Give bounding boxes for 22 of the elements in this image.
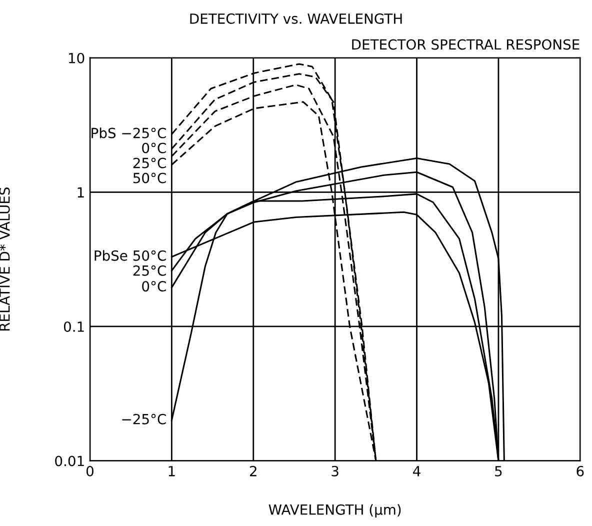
series-label: PbS −25°C <box>92 128 166 138</box>
series-label: PbSe 50°C <box>94 250 166 261</box>
y-tick-label: 1 <box>78 187 84 198</box>
series-label: 25°C <box>133 265 166 276</box>
series-label: 0°C <box>142 142 166 154</box>
x-tick-label: 2 <box>250 466 256 476</box>
x-tick-label: 0 <box>86 466 94 476</box>
x-tick-label: 3 <box>332 466 338 476</box>
x-axis-title: WAVELENGTH (µm) <box>268 504 401 518</box>
series-label: 25°C <box>133 158 166 168</box>
series-label: 50°C <box>133 172 166 184</box>
chart-title: DETECTIVITY vs. WAVELENGTH <box>190 13 402 24</box>
series-label: −25°C <box>122 414 166 424</box>
y-tick-label: 0.1 <box>64 321 84 332</box>
chart-subtitle: DETECTOR SPECTRAL RESPONSE <box>352 39 580 50</box>
x-tick-label: 5 <box>495 466 502 476</box>
series-label: 0°C <box>142 281 166 292</box>
y-tick-label: 0.01 <box>55 456 84 466</box>
x-tick-label: 6 <box>576 466 584 476</box>
x-tick-label: 4 <box>413 466 420 476</box>
y-tick-label: 10 <box>68 52 84 64</box>
x-tick-label: 1 <box>168 466 175 476</box>
